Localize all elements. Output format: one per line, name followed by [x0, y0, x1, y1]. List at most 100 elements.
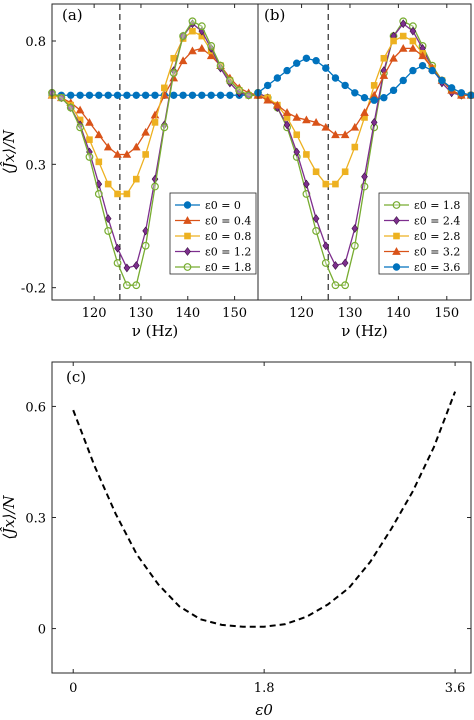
panel-b-series-4-point-18 — [428, 66, 436, 75]
panel-c-x-axis-title: ε0 — [255, 701, 273, 719]
panel-b-series-4-point-10 — [351, 89, 359, 97]
panel-a-series-0-point-10 — [141, 91, 150, 99]
panel-a-series-4-point-12 — [160, 123, 169, 132]
panel-b-series-3-point-7 — [321, 122, 331, 131]
panel-b-series-3-point-17 — [418, 51, 427, 60]
panel-a-series-line-4 — [51, 20, 258, 286]
panel-b-series-1-point-3 — [283, 120, 291, 130]
panel-b-xtick-label-2: 140 — [386, 306, 411, 321]
panel-b-series-4-point-13 — [380, 94, 388, 102]
panel-a-series-1-point-15 — [188, 46, 197, 55]
panel-b-legend-marker-4 — [392, 263, 401, 271]
panel-c-ytick-label-2: 0.6 — [25, 400, 46, 415]
panel-a-series-1-point-7 — [113, 150, 122, 158]
panel-b-legend-label-2: ε0 = 2.8 — [414, 230, 460, 243]
panel-a-series-4-point-6 — [104, 227, 113, 235]
panel-a-series-1-point-4 — [85, 117, 94, 126]
panel-a-series-4-point-2 — [66, 103, 75, 112]
panel-b-series-1-point-9 — [341, 258, 349, 268]
panel-a-ytick-label-1: 0.3 — [25, 158, 46, 173]
panel-b-series-3-point-6 — [311, 117, 321, 126]
panel-a-series-2-point-12 — [161, 84, 168, 92]
panel-a-legend-label-2: ε0 = 0.8 — [205, 230, 251, 243]
panel-b-legend-label-3: ε0 = 3.2 — [414, 246, 460, 259]
panel-b-legend-marker-1 — [393, 216, 400, 225]
panel-c-ytick-label-1: 0.3 — [25, 512, 46, 527]
panel-a-series-2-point-5 — [95, 158, 103, 166]
panel-label-a: (a) — [62, 6, 83, 24]
panel-a-series-2-point-6 — [104, 180, 112, 188]
panel-a-series-4-point-1 — [57, 93, 66, 102]
panel-b-series-2-point-6 — [312, 168, 320, 176]
panel-b-series-0-point-9 — [341, 281, 350, 290]
panel-a-legend-label-0: ε0 = 0 — [205, 199, 241, 212]
panel-b-series-0-point-6 — [312, 227, 320, 235]
panel-b-legend-label-1: ε0 = 2.4 — [414, 215, 460, 228]
panel-a-series-4-point-3 — [76, 123, 84, 132]
panel-a-series-3-point-9 — [132, 261, 140, 270]
panel-a-series-0-point-19 — [226, 91, 234, 99]
panel-a-series-1-point-3 — [75, 105, 85, 114]
panel-a-series-4-point-14 — [179, 32, 187, 40]
panel-b-series-3-point-1 — [263, 95, 272, 104]
panel-a-series-4-point-20 — [235, 86, 244, 95]
panel-c-xtick-label-1: 1.8 — [254, 681, 275, 696]
panel-b-series-0-point-10 — [350, 241, 359, 250]
panel-b-series-2-point-8 — [332, 180, 339, 188]
panel-a-series-4-point-21 — [244, 91, 253, 100]
panel-b-series-4-point-1 — [263, 81, 272, 90]
panel-b-xtick-label-3: 150 — [434, 306, 459, 321]
panel-a-series-1-point-14 — [178, 56, 188, 65]
panel-b-series-2-point-7 — [322, 180, 330, 188]
panel-b-series-4-point-6 — [312, 57, 320, 65]
panel-a-series-4-point-8 — [123, 281, 131, 290]
panel-a-series-4-point-9 — [132, 281, 141, 290]
panel-b-axes-frame — [257, 3, 472, 301]
panel-b-series-2-point-15 — [399, 32, 407, 40]
panel-b-xtick-label-1: 130 — [338, 306, 363, 321]
panel-b-series-2-point-9 — [341, 168, 349, 176]
panel-a-legend-marker-1 — [183, 216, 192, 224]
panel-a-xtick-label-3: 150 — [222, 306, 247, 321]
panel-a-series-4-point-17 — [207, 42, 216, 50]
panel-a-series-4-point-5 — [94, 190, 103, 198]
panel-b-series-1-point-4 — [293, 147, 301, 157]
panel-b-series-3-point-15 — [398, 43, 408, 52]
panel-a-series-2-point-4 — [86, 136, 93, 143]
panel-label-c: (c) — [66, 368, 86, 386]
panel-a-series-2-point-13 — [170, 54, 178, 62]
panel-a-series-0-point-18 — [216, 91, 225, 99]
panel-a-series-2-point-15 — [189, 27, 196, 35]
panel-a-series-1-point-16 — [197, 43, 207, 52]
panel-b-series-1-point-16 — [409, 26, 417, 36]
panel-b-series-4-point-15 — [399, 76, 407, 85]
panel-b-series-1-point-5 — [303, 179, 310, 189]
panel-a-y-axis-title: ⟨Ĵx⟩/N — [0, 129, 18, 174]
panel-b-series-4-point-5 — [302, 54, 311, 62]
panel-b-series-3-point-4 — [292, 113, 302, 121]
panel-b-series-0-point-7 — [321, 259, 330, 267]
panel-b-series-1-point-12 — [370, 118, 378, 127]
panel-b-series-4-point-2 — [273, 74, 282, 82]
panel-a-series-0-point-16 — [198, 91, 206, 99]
panel-a-series-0-point-3 — [76, 91, 84, 99]
panel-a-series-1-point-6 — [103, 142, 113, 151]
panel-a-series-0-point-8 — [123, 91, 131, 99]
panel-a-series-line-1 — [51, 47, 259, 156]
panel-a-series-4-point-16 — [197, 22, 206, 31]
panel-a-series-1-point-17 — [206, 51, 216, 60]
panel-a-legend-label-1: ε0 = 0.4 — [205, 215, 251, 228]
panel-a-series-4-point-7 — [113, 259, 122, 267]
panel-b-legend-marker-2 — [393, 232, 400, 240]
panel-a-legend-marker-3 — [184, 247, 191, 256]
panel-c-series-line — [72, 391, 457, 628]
panel-b-series-3-point-2 — [273, 100, 282, 109]
panel-a-series-1-point-10 — [141, 127, 150, 136]
panel-b-series-3-point-14 — [389, 53, 398, 62]
panel-b-series-1-point-8 — [332, 261, 339, 270]
panel-a-series-0-point-13 — [170, 91, 178, 99]
panel-a-xtick-label-0: 120 — [82, 306, 107, 321]
panel-a-series-4-point-13 — [169, 69, 178, 77]
panel-b-series-1-point-10 — [351, 224, 359, 233]
